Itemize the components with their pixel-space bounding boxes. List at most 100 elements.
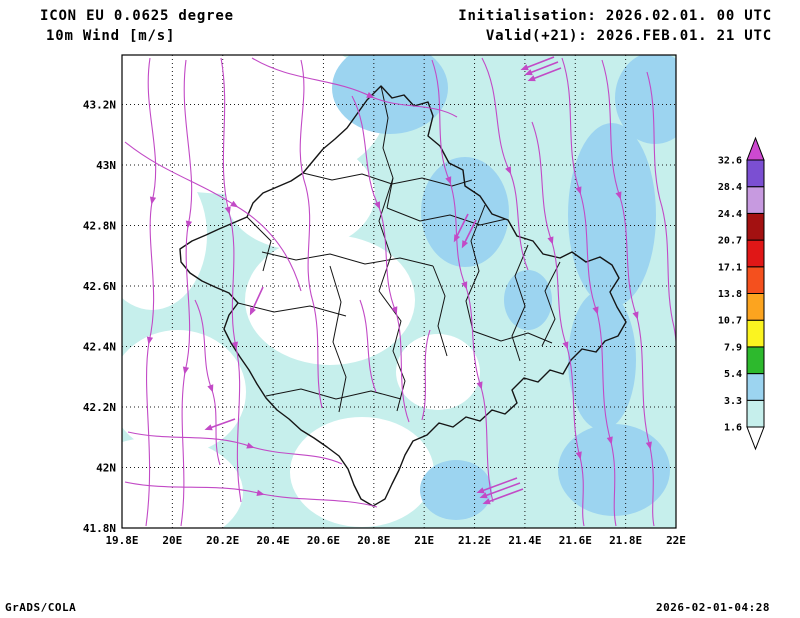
colorbar-band	[746, 212, 765, 241]
colorbar-band	[746, 293, 765, 321]
colorbar-level-label: 13.8	[718, 289, 742, 300]
lon-tick-label: 22E	[666, 534, 686, 547]
wind-arrow	[453, 213, 469, 243]
header: ICON EU 0.0625 degree 10m Wind [m/s] Ini…	[40, 6, 772, 46]
colorbar-level-label: 20.7	[718, 236, 742, 247]
colorbar-below-triangle	[746, 426, 765, 451]
wind-arrow	[527, 67, 562, 82]
lat-tick-label: 42.6N	[83, 280, 116, 293]
shading-layer	[122, 55, 676, 528]
municipality-border	[265, 388, 402, 400]
colorbar-band	[746, 346, 765, 375]
calm-region-north-central	[225, 140, 375, 250]
lon-tick-label: 19.8E	[105, 534, 138, 547]
colorbar-level-label: 24.4	[718, 209, 742, 220]
colorbar: 1.6 3.3 5.4 7.9 10.7 13.8 17.1 20.7 24.4 28.4 32.6	[718, 136, 765, 451]
init-time-label: Initialisation: 2026.02.01. 00 UTC	[458, 8, 772, 24]
lon-tick-label: 21E	[414, 534, 434, 547]
streamline	[127, 431, 343, 465]
colorbar-level-label: 7.9	[724, 342, 742, 353]
municipality-border	[246, 216, 272, 272]
lat-tick-label: 41.8N	[83, 522, 116, 535]
streamline	[299, 59, 323, 409]
lat-tick-label: 43.2N	[83, 98, 116, 111]
colorbar-level-label: 5.4	[724, 369, 742, 380]
colorbar-band	[746, 239, 765, 268]
colorbar-level-label: 1.6	[724, 423, 742, 434]
streamline	[421, 329, 431, 421]
municipality-border	[472, 330, 553, 344]
colorbar-level-label: 3.3	[724, 396, 742, 407]
calm-region-south-central	[290, 417, 434, 527]
breeze-region-central	[421, 157, 509, 267]
colorbar-band	[746, 266, 765, 294]
lon-tick-label: 20.4E	[257, 534, 290, 547]
header-left: ICON EU 0.0625 degree 10m Wind [m/s]	[40, 6, 234, 46]
breeze-region-south	[420, 460, 492, 520]
municipality-border	[329, 265, 347, 413]
wind-arrow	[524, 61, 559, 76]
lat-tick-label: 43N	[96, 159, 116, 172]
lon-tick-label: 20.6E	[307, 534, 340, 547]
streamline	[251, 57, 458, 118]
municipality-border	[432, 265, 448, 357]
lat-tick-label: 42N	[96, 461, 116, 474]
colorbar-band	[746, 159, 765, 188]
municipality-border	[511, 244, 529, 362]
calm-region-center-south	[396, 334, 480, 410]
wind-arrow	[476, 477, 518, 494]
colorbar-level-label: 17.1	[718, 262, 742, 273]
colorbar-level-label: 32.6	[718, 156, 742, 167]
lat-tick-label: 42.4N	[83, 340, 116, 353]
streamline	[481, 57, 529, 271]
streamline	[601, 59, 655, 527]
colorbar-band	[746, 186, 765, 214]
lon-tick-label: 21.2E	[458, 534, 491, 547]
kosovo-outer-border	[179, 85, 627, 507]
municipality-border	[261, 251, 434, 267]
lon-tick-label: 21.4E	[508, 534, 541, 547]
municipality-border	[237, 302, 347, 317]
breeze-region-northeast	[615, 55, 676, 144]
streamline	[124, 481, 378, 508]
streamlines-layer	[124, 56, 676, 527]
municipality-border	[380, 85, 394, 209]
streamline	[359, 299, 377, 393]
lat-tick-label: 42.2N	[83, 401, 116, 414]
credit-label: GrADS/COLA	[5, 601, 77, 614]
colorbar-band	[746, 319, 765, 348]
colorbar-level-label: 28.4	[718, 182, 742, 193]
lon-tick-label: 21.8E	[609, 534, 642, 547]
lon-tick-label: 20E	[162, 534, 182, 547]
wind-arrow	[520, 56, 555, 71]
lon-tick-label: 20.8E	[357, 534, 390, 547]
streamline	[561, 57, 617, 527]
header-right: Initialisation: 2026.02.01. 00 UTC Valid…	[458, 6, 772, 46]
calm-region-southwest	[122, 330, 246, 454]
wind-arrow	[482, 488, 524, 505]
timestamp-label: 2026-02-01-04:28	[656, 601, 770, 614]
colorbar-band	[746, 399, 765, 428]
model-title: ICON EU 0.0625 degree	[40, 8, 234, 24]
streamline	[646, 71, 676, 394]
streamline	[180, 59, 193, 527]
streamline	[531, 121, 585, 527]
breeze-region-north	[332, 55, 448, 134]
colorbar-above-triangle	[746, 136, 765, 161]
streamline	[194, 299, 221, 466]
lat-tick-label: 42.8N	[83, 219, 116, 232]
wind-arrow	[249, 286, 264, 316]
plot-frame	[121, 54, 677, 529]
breeze-region-center-east	[504, 270, 552, 330]
valid-time-label: Valid(+21): 2026.FEB.01. 21 UTC	[485, 28, 772, 44]
colorbar-level-label: 10.7	[718, 316, 742, 327]
calm-region-central	[245, 235, 415, 365]
lon-tick-label: 21.6E	[559, 534, 592, 547]
field-title: 10m Wind [m/s]	[46, 28, 176, 44]
wind-arrow	[461, 219, 477, 249]
streamline	[145, 57, 157, 527]
streamline	[351, 95, 410, 423]
colorbar-band	[746, 373, 765, 401]
